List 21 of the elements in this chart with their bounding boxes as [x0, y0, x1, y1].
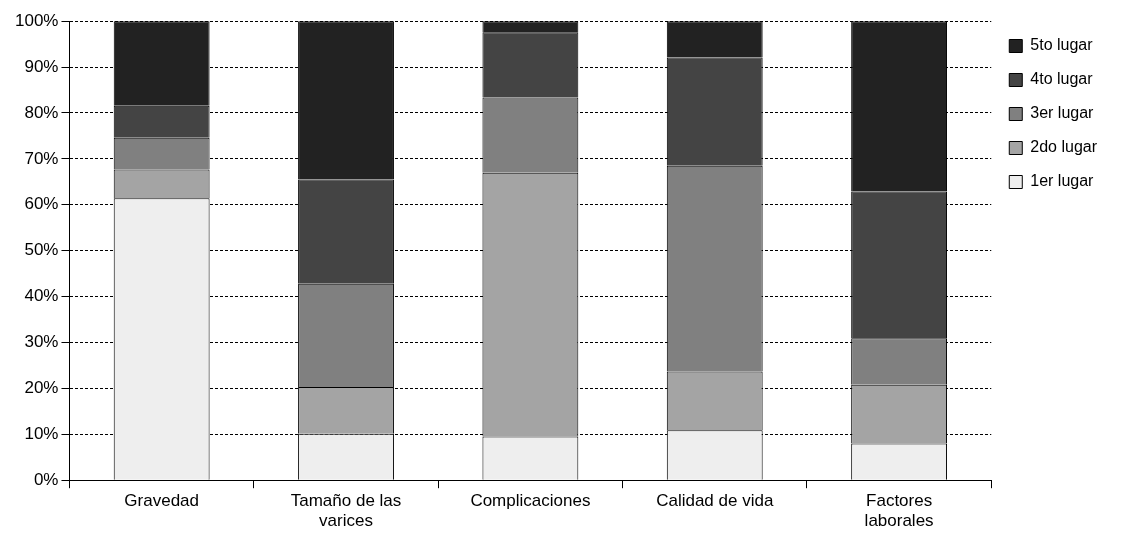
legend-label: 4to lugar	[1030, 70, 1094, 88]
legend-label: 2do lugar	[1030, 138, 1098, 156]
y-tick-label: 70%	[24, 148, 59, 168]
y-tick-label: 100%	[15, 10, 59, 30]
legend-label: 5to lugar	[1030, 36, 1094, 54]
y-tick-label: 30%	[24, 332, 59, 352]
y-tick-label: 20%	[24, 378, 59, 398]
y-tick-label: 90%	[24, 56, 59, 76]
x-tick-label: Factores laborales	[864, 491, 934, 531]
x-tick-label: Complicaciones	[470, 491, 591, 511]
y-tick-label: 60%	[24, 194, 59, 214]
legend-label: 3er lugar	[1030, 104, 1095, 122]
y-tick-label: 0%	[33, 469, 59, 489]
y-tick-label: 50%	[24, 240, 59, 260]
x-tick-label: Calidad de vida	[656, 491, 774, 511]
y-tick-label: 80%	[24, 102, 59, 122]
y-tick-label: 40%	[24, 286, 59, 306]
legend-label: 1er lugar	[1030, 172, 1095, 190]
x-tick-label: Tamaño de las varices	[290, 491, 402, 531]
y-tick-label: 10%	[24, 423, 59, 443]
x-tick-label: Gravedad	[124, 491, 199, 511]
